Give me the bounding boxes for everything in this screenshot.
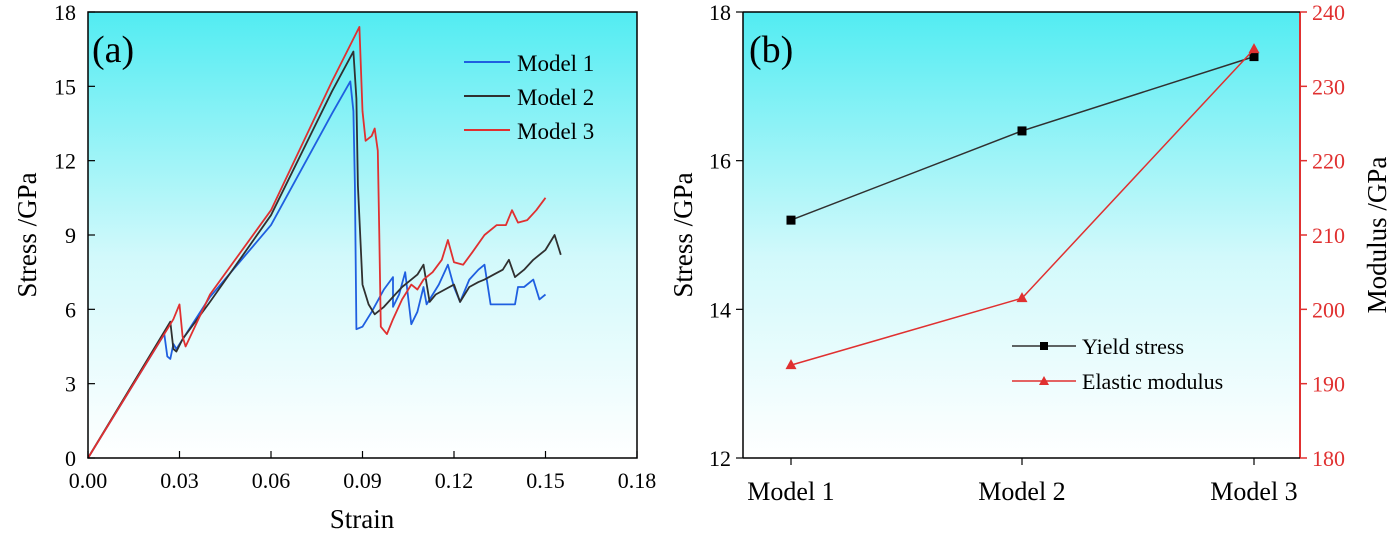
panel-b-y2label: Modulus /GPa bbox=[1362, 157, 1392, 314]
panel-b-ylabel: Stress /GPa bbox=[668, 172, 698, 297]
panel-b-ticks: Model 1 Model 2 Model 3 12 14 16 18 180 190 200 21… bbox=[709, 0, 1345, 506]
category-label: Model 1 bbox=[747, 477, 834, 506]
marker-yield-stress bbox=[1017, 126, 1027, 136]
category-label: Model 2 bbox=[978, 477, 1065, 506]
y-tick-label: 6 bbox=[65, 297, 76, 322]
y2-tick-label: 200 bbox=[1312, 297, 1345, 322]
y2-tick-label: 190 bbox=[1312, 372, 1345, 397]
legend-marker-elastic-modulus bbox=[1039, 376, 1049, 385]
panel-b-legend: Yield stress Elastic modulus bbox=[1012, 334, 1223, 394]
y-tick-label: 14 bbox=[709, 297, 731, 322]
legend-marker-yield-stress bbox=[1040, 342, 1048, 350]
x-tick-label: 0.06 bbox=[252, 468, 291, 493]
y-tick-label: 16 bbox=[709, 149, 731, 174]
panel-a-xlabel: Strain bbox=[330, 504, 395, 534]
marker-elastic-modulus bbox=[1016, 292, 1028, 303]
panel-a-ylabel: Stress /GPa bbox=[12, 172, 42, 297]
x-tick-label: 0.15 bbox=[526, 468, 565, 493]
y-tick-label: 0 bbox=[65, 446, 76, 471]
marker-elastic-modulus bbox=[1248, 43, 1260, 54]
y2-tick-label: 220 bbox=[1312, 149, 1345, 174]
panel-b-plot-area bbox=[743, 12, 1300, 458]
marker-yield-stress bbox=[1249, 52, 1259, 62]
y-tick-label: 18 bbox=[709, 0, 731, 25]
y-tick-label: 18 bbox=[54, 0, 76, 25]
y2-tick-label: 180 bbox=[1312, 446, 1345, 471]
y-tick-label: 12 bbox=[709, 446, 731, 471]
panel-a-ticks: 0.00 0.03 0.06 0.09 0.12 0.15 0.18 0 3 6 9 12 15 18 bbox=[54, 0, 656, 493]
series-line-model-2 bbox=[87, 50, 562, 459]
series-line-model-3 bbox=[87, 25, 547, 459]
legend-label-model-2: Model 2 bbox=[517, 85, 594, 110]
y-tick-label: 15 bbox=[54, 74, 76, 99]
legend-label-model-1: Model 1 bbox=[517, 51, 594, 76]
panel-a-legend: Model 1 Model 2 Model 3 bbox=[464, 51, 594, 144]
x-tick-label: 0.18 bbox=[618, 468, 657, 493]
panel-a-series-group bbox=[87, 25, 562, 459]
x-tick-label: 0.09 bbox=[343, 468, 382, 493]
panel-b-series-group bbox=[785, 43, 1260, 370]
legend-label-model-3: Model 3 bbox=[517, 119, 594, 144]
x-tick-label: 0.00 bbox=[69, 468, 108, 493]
marker-yield-stress bbox=[786, 215, 796, 225]
panel-a-label: (a) bbox=[92, 29, 134, 71]
panel-a: 0.00 0.03 0.06 0.09 0.12 0.15 0.18 0 3 6 9 12 15 18 (… bbox=[12, 0, 656, 534]
panel-b-label: (b) bbox=[749, 29, 793, 71]
legend-label-elastic-modulus: Elastic modulus bbox=[1082, 369, 1223, 394]
y-tick-label: 3 bbox=[65, 372, 76, 397]
x-tick-label: 0.03 bbox=[160, 468, 199, 493]
y-tick-label: 9 bbox=[65, 223, 76, 248]
legend-label-yield-stress: Yield stress bbox=[1082, 334, 1184, 359]
marker-elastic-modulus bbox=[785, 359, 797, 370]
category-label: Model 3 bbox=[1210, 477, 1297, 506]
y2-tick-label: 230 bbox=[1312, 74, 1345, 99]
y2-tick-label: 240 bbox=[1312, 0, 1345, 25]
y-tick-label: 12 bbox=[54, 149, 76, 174]
panel-b: Model 1 Model 2 Model 3 12 14 16 18 180 190 200 21… bbox=[668, 0, 1392, 506]
y2-tick-label: 210 bbox=[1312, 223, 1345, 248]
x-tick-label: 0.12 bbox=[435, 468, 474, 493]
panel-a-plot-area bbox=[88, 12, 637, 458]
